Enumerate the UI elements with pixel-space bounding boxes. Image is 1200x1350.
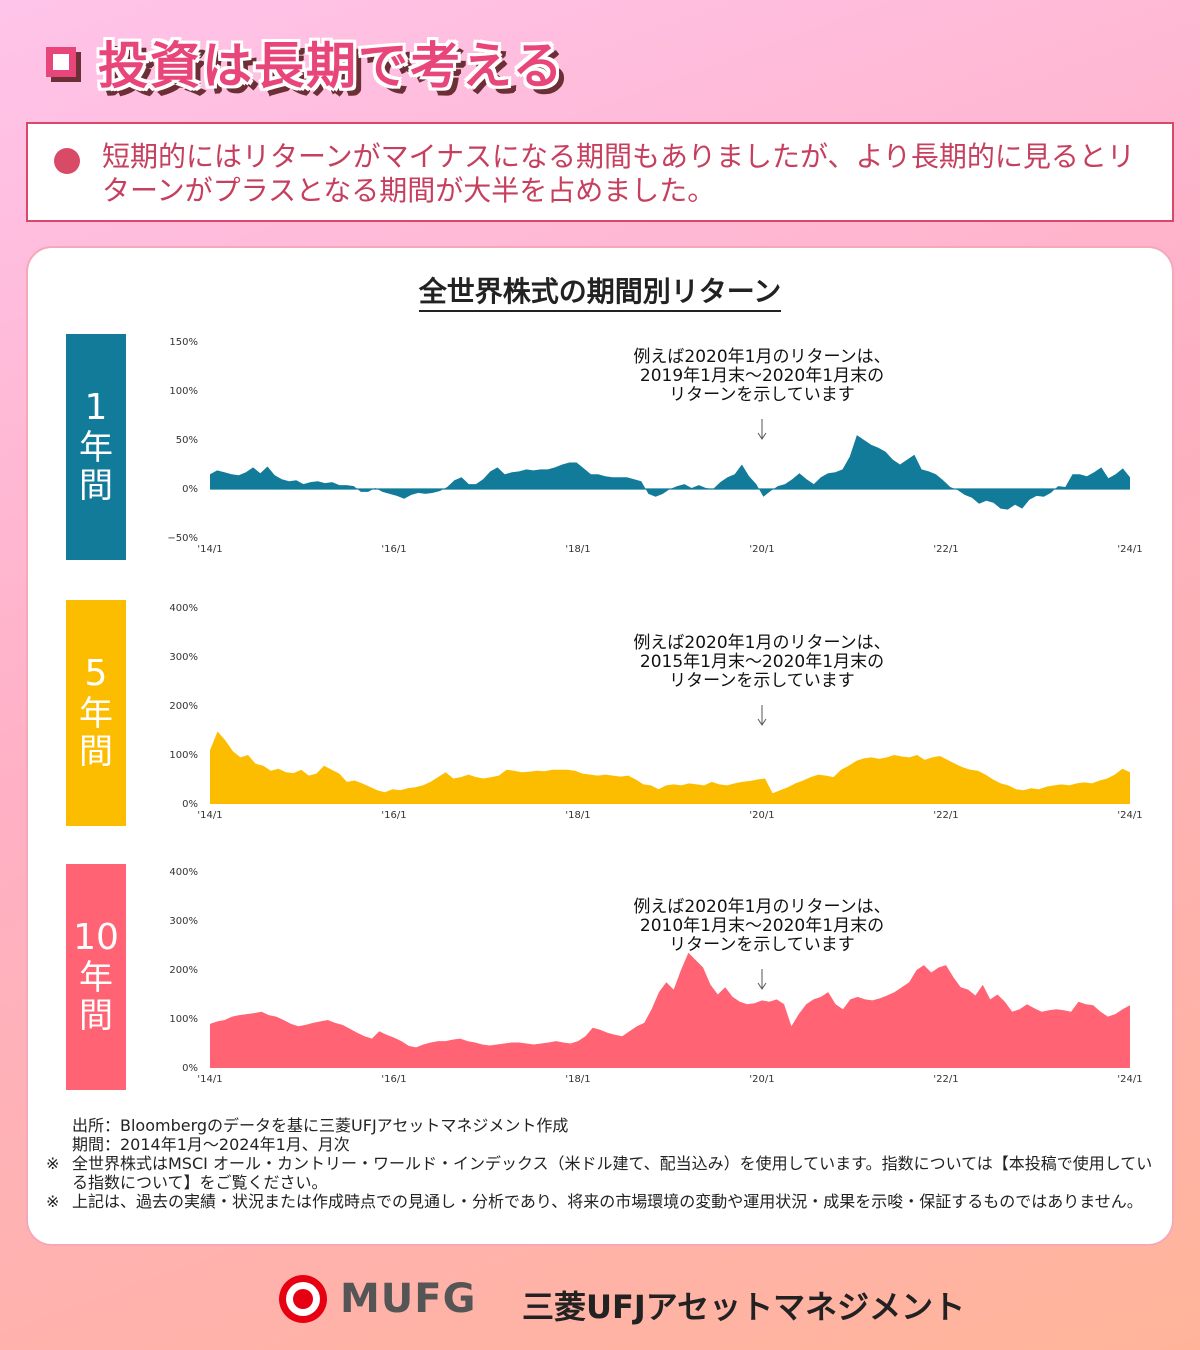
source-note: 出所：Bloombergのデータを基に三菱UFJアセットマネジメント作成 [72, 1116, 569, 1135]
badge-ten-year-label-2: 間 [79, 996, 113, 1036]
ten-year-y-tick-label: 400% [169, 867, 198, 878]
five-year-x-tick-label: '24/1 [1117, 810, 1142, 821]
badge-ten-year: 10 年 間 [66, 864, 126, 1090]
ten-year-x-tick-label: '20/1 [749, 1074, 774, 1085]
ten-year-annotation-arrow-icon [757, 969, 767, 990]
note-mark: ※ [46, 1192, 60, 1211]
five-year-y-tick-label: 200% [169, 701, 198, 712]
ten-year-annotation-line: 例えば2020年1月のリターンは、 [633, 897, 890, 917]
one-year-x-tick-label: '22/1 [933, 544, 958, 555]
ten-year-x-tick-label: '22/1 [933, 1074, 958, 1085]
one-year-y-tick-label: −50% [167, 533, 198, 544]
chart-heading: 全世界株式の期間別リターン [28, 270, 1172, 312]
one-year-annotation-line: リターンを示しています [669, 385, 855, 405]
one-year-y-tick-label: 100% [169, 386, 198, 397]
ten-year-x-tick-label: '18/1 [565, 1074, 590, 1085]
ten-year-x-tick-label: '14/1 [197, 1074, 222, 1085]
ten-year-x-tick-label: '16/1 [381, 1074, 406, 1085]
chart-one-year: 150% 100% 50% 0% −50%'14/1 '16/1 '18/1 '20/1 '22… [167, 337, 1142, 555]
one-year-series-area [210, 435, 1130, 510]
five-year-x-tick-label: '14/1 [197, 810, 222, 821]
note-mark: ※ [46, 1154, 60, 1173]
one-year-x-tick-label: '24/1 [1117, 544, 1142, 555]
ten-year-x-tick-label: '24/1 [1117, 1074, 1142, 1085]
notes-block: 出所：Bloombergのデータを基に三菱UFJアセットマネジメント作成 期間：… [46, 1116, 1156, 1211]
chart-five-year: 400% 300% 200% 100% 0%'14/1 '16/1 '18/1 '20/1 '2… [169, 603, 1142, 821]
badge-one-year-number: 1 [84, 387, 108, 428]
summary-box: 短期的にはリターンがマイナスになる期間もありましたが、より長期的に見るとリターン… [26, 122, 1174, 222]
ten-year-series-area [210, 952, 1130, 1068]
chart-heading-text: 全世界株式の期間別リターン [418, 275, 782, 312]
five-year-x-tick-label: '16/1 [381, 810, 406, 821]
chart-panel: 全世界株式の期間別リターン 1 年 間 150% 100% 50% 0% −50% '14… [26, 246, 1174, 1246]
one-year-y-tick-label: 50% [176, 435, 198, 446]
badge-ten-year-label-1: 年 [79, 958, 113, 998]
bullet-dot-icon [54, 148, 80, 174]
summary-text: 短期的にはリターンがマイナスになる期間もありましたが、より長期的に見るとリターン… [102, 140, 1135, 207]
five-year-x-tick-label: '18/1 [565, 810, 590, 821]
one-year-x-tick-label: '16/1 [381, 544, 406, 555]
five-year-annotation-line: 2015年1月末～2020年1月末の [640, 652, 884, 672]
ten-year-y-tick-label: 0% [182, 1063, 198, 1074]
page-title: 投資は長期で考える [98, 37, 565, 95]
five-year-annotation-arrow-icon [757, 705, 767, 726]
footer: MUFG 三菱UFJアセットマネジメント [0, 1270, 1200, 1330]
chart-ten-year: 400% 300% 200% 100% 0%'14/1 '16/1 '18/1 '20/1 '2… [169, 867, 1142, 1085]
five-year-series-area [210, 731, 1130, 804]
mufg-logo-icon [279, 1275, 327, 1323]
badge-one-year: 1 年 間 [66, 334, 126, 560]
five-year-annotation-line: 例えば2020年1月のリターンは、 [633, 633, 890, 653]
one-year-x-tick-label: '14/1 [197, 544, 222, 555]
five-year-y-tick-label: 300% [169, 652, 198, 663]
mufg-brand-text: MUFG [340, 1276, 477, 1322]
five-year-x-tick-label: '20/1 [749, 810, 774, 821]
badge-one-year-label-1: 年 [79, 428, 113, 468]
five-year-x-tick-label: '22/1 [933, 810, 958, 821]
ten-year-y-tick-label: 300% [169, 916, 198, 927]
five-year-y-tick-label: 100% [169, 750, 198, 761]
disclaimer-note-1: ※ 全世界株式はMSCI オール・カントリー・ワールド・インデックス（米ドル建て… [46, 1154, 1156, 1192]
page-title-block: 投資は長期で考える [46, 22, 565, 102]
ten-year-annotation-line: 2010年1月末～2020年1月末の [640, 916, 884, 936]
ten-year-y-tick-label: 100% [169, 1014, 198, 1025]
badge-five-year-number: 5 [84, 653, 108, 694]
one-year-annotation-line: 例えば2020年1月のリターンは、 [633, 347, 890, 367]
badge-five-year: 5 年 間 [66, 600, 126, 826]
one-year-y-tick-label: 150% [169, 337, 198, 348]
five-year-annotation-line: リターンを示しています [669, 671, 855, 691]
badge-ten-year-number: 10 [73, 917, 119, 958]
disclaimer-note-1-text: 全世界株式はMSCI オール・カントリー・ワールド・インデックス（米ドル建て、配… [72, 1154, 1153, 1192]
badge-five-year-label-1: 年 [79, 694, 113, 734]
badge-five-year-label-2: 間 [79, 732, 113, 772]
company-name: 三菱UFJアセットマネジメント [522, 1288, 966, 1326]
one-year-annotation-arrow-icon [757, 419, 767, 440]
one-year-y-tick-label: 0% [182, 484, 198, 495]
disclaimer-note-2: ※ 上記は、過去の実績・状況または作成時点での見通し・分析であり、将来の市場環境… [46, 1192, 1156, 1211]
disclaimer-note-2-text: 上記は、過去の実績・状況または作成時点での見通し・分析であり、将来の市場環境の変… [72, 1192, 1143, 1211]
ten-year-annotation-line: リターンを示しています [669, 935, 855, 955]
one-year-annotation-line: 2019年1月末～2020年1月末の [640, 366, 884, 386]
period-note: 期間：2014年1月～2024年1月、月次 [72, 1135, 350, 1154]
five-year-y-tick-label: 400% [169, 603, 198, 614]
five-year-y-tick-label: 0% [182, 799, 198, 810]
badge-one-year-label-2: 間 [79, 466, 113, 506]
title-square-icon [46, 47, 76, 77]
one-year-x-tick-label: '20/1 [749, 544, 774, 555]
ten-year-y-tick-label: 200% [169, 965, 198, 976]
one-year-x-tick-label: '18/1 [565, 544, 590, 555]
